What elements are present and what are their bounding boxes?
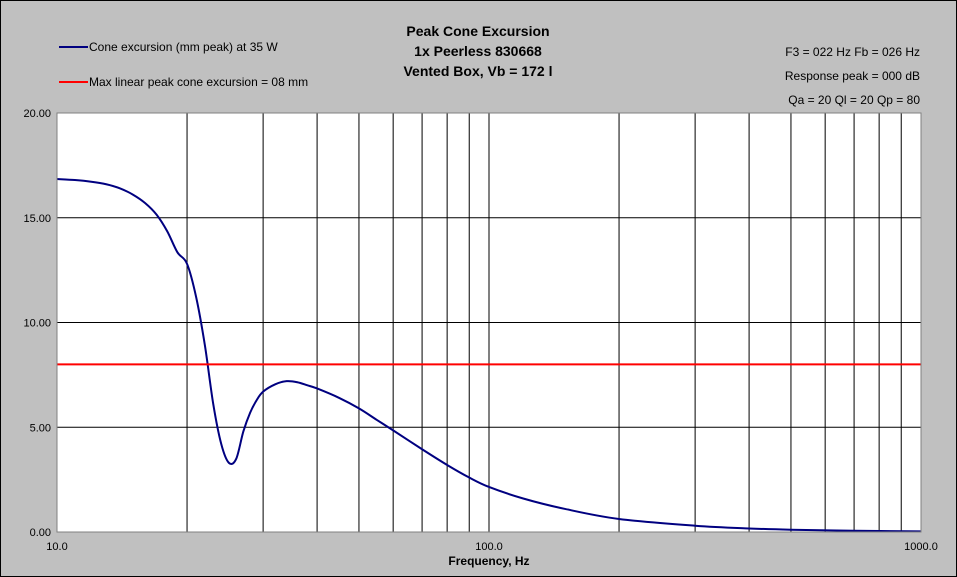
- y-tick-label: 5.00: [30, 422, 51, 434]
- x-tick-label: 100.0: [475, 541, 503, 553]
- chart-title-line-1: Peak Cone Excursion: [406, 23, 549, 39]
- chart-title-line-2: 1x Peerless 830668: [414, 43, 542, 59]
- info-f3-fb: F3 = 022 Hz Fb = 026 Hz: [785, 45, 920, 59]
- x-tick-label: 1000.0: [904, 541, 938, 553]
- y-tick-label: 0.00: [30, 527, 51, 539]
- legend-label-excursion: Cone excursion (mm peak) at 35 W: [89, 40, 278, 54]
- y-tick-label: 20.00: [23, 108, 51, 120]
- data-series: [56, 177, 922, 533]
- x-tick-label: 10.0: [46, 541, 67, 553]
- plot-border: [56, 112, 922, 533]
- legend-label-max-linear: Max linear peak cone excursion = 08 mm: [89, 75, 308, 89]
- grid-lines: [57, 112, 921, 533]
- x-axis-label: Frequency, Hz: [448, 554, 529, 568]
- info-q-values: Qa = 20 Ql = 20 Qp = 80: [788, 93, 920, 107]
- y-tick-label: 10.00: [23, 318, 51, 330]
- y-tick-label: 15.00: [23, 213, 51, 225]
- tick-labels: 0.00 5.00 10.00 15.00 20.00 10.0 100.0 1000.0: [23, 108, 937, 553]
- chart-title-line-3: Vented Box, Vb = 172 l: [403, 63, 552, 79]
- series-line-cone-excursion: [56, 177, 922, 533]
- info-response-peak: Response peak = 000 dB: [785, 69, 920, 83]
